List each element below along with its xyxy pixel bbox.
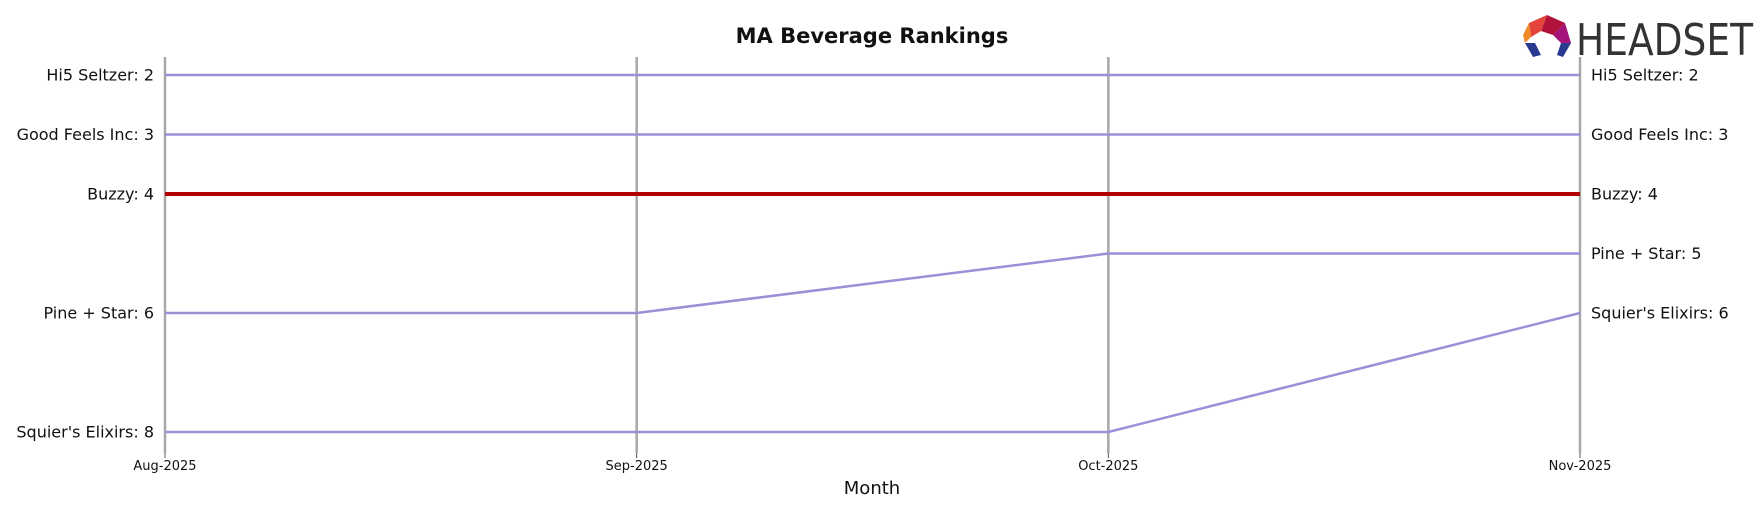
left-labels: Hi5 Seltzer: 2 Good Feels Inc: 3 Buzzy: 4 P… bbox=[16, 66, 154, 442]
left-label-3: Buzzy: 4 bbox=[87, 185, 154, 204]
x-tick-label-2: Sep-2025 bbox=[606, 459, 668, 474]
x-tick-label-1: Aug-2025 bbox=[133, 459, 196, 474]
headset-logo: HEADSET bbox=[1523, 15, 1754, 66]
x-axis-label: Month bbox=[844, 478, 900, 499]
series-line-pine-star bbox=[165, 252, 1580, 315]
logo-text: HEADSET bbox=[1576, 15, 1754, 66]
right-label-3: Buzzy: 4 bbox=[1591, 185, 1658, 204]
grid-lines bbox=[163, 57, 1582, 453]
x-tick-labels: Aug-2025 Sep-2025 Oct-2025 Nov-2025 bbox=[133, 453, 1611, 474]
x-tick-label-4: Nov-2025 bbox=[1549, 459, 1612, 474]
x-tick-label-3: Oct-2025 bbox=[1078, 459, 1138, 474]
right-labels: Hi5 Seltzer: 2 Good Feels Inc: 3 Buzzy: 4 P… bbox=[1591, 66, 1729, 323]
series-lines bbox=[165, 73, 1581, 434]
left-label-1: Hi5 Seltzer: 2 bbox=[46, 66, 154, 85]
left-label-4: Pine + Star: 6 bbox=[44, 304, 155, 323]
right-label-1: Hi5 Seltzer: 2 bbox=[1591, 66, 1699, 85]
headset-logo-mark-icon bbox=[1523, 15, 1571, 57]
right-label-5: Squier's Elixirs: 6 bbox=[1591, 304, 1729, 323]
chart-title: MA Beverage Rankings bbox=[736, 24, 1009, 48]
left-label-2: Good Feels Inc: 3 bbox=[17, 125, 154, 144]
right-label-4: Pine + Star: 5 bbox=[1591, 244, 1702, 263]
right-label-2: Good Feels Inc: 3 bbox=[1591, 125, 1728, 144]
left-label-5: Squier's Elixirs: 8 bbox=[16, 423, 154, 442]
series-line-squier-s-elixirs bbox=[165, 311, 1581, 434]
